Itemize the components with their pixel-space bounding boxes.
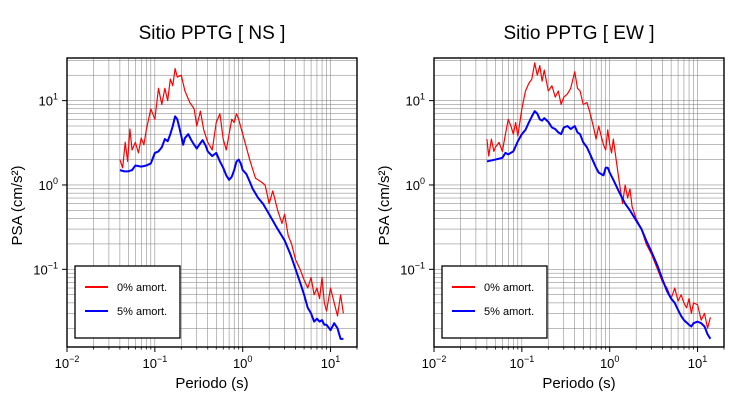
legend-label: 5% amort.: [484, 306, 534, 318]
legend: 0% amort. 5% amort.: [441, 265, 548, 339]
plot-frame: [66, 57, 358, 348]
x-tick-label: 10−2: [55, 354, 80, 371]
x-tick-label: 101: [688, 354, 707, 371]
panel-ns: Sitio PPTG [ NS ] 10−2 10−1 100 101 10−1 100 10…: [9, 23, 358, 392]
series-line-undamped: [486, 62, 711, 329]
legend: 0% amort. 5% amort.: [74, 265, 181, 339]
series-line-undamped: [119, 67, 344, 317]
y-axis-label: PSA (cm/s²): [9, 165, 26, 245]
x-tick-label: 100: [233, 354, 252, 371]
panel-ew: Sitio PPTG [ EW ] 10−2 10−1 100 101 10−1 100 10…: [376, 23, 725, 392]
legend-label: 0% amort.: [117, 282, 167, 294]
y-tick-label: 100: [39, 176, 58, 193]
plot-frame: [433, 57, 725, 348]
x-tick-label: 101: [321, 354, 340, 371]
y-tick-label: 10−1: [33, 260, 58, 277]
series-group: [486, 62, 712, 340]
x-axis-label: Periodo (s): [542, 375, 615, 392]
y-tick-label: 101: [39, 92, 58, 109]
legend-label: 5% amort.: [117, 306, 167, 318]
y-tick-label: 10−1: [400, 260, 425, 277]
legend-box: [441, 265, 548, 339]
series-line-damped: [486, 110, 712, 340]
chart-title: Sitio PPTG [ EW ]: [504, 23, 655, 44]
x-tick-label: 10−1: [509, 354, 534, 371]
x-tick-label: 10−2: [422, 354, 447, 371]
y-tick-label: 100: [406, 176, 425, 193]
x-tick-label: 10−1: [142, 354, 167, 371]
grid: [66, 58, 358, 347]
legend-box: [74, 265, 181, 339]
x-axis-label: Periodo (s): [175, 375, 248, 392]
series-line-damped: [119, 115, 344, 340]
y-axis-label: PSA (cm/s²): [376, 165, 393, 245]
x-tick-label: 100: [600, 354, 619, 371]
chart-title: Sitio PPTG [ NS ]: [139, 23, 286, 44]
series-group: [119, 67, 344, 340]
legend-label: 0% amort.: [484, 282, 534, 294]
y-tick-label: 101: [406, 92, 425, 109]
